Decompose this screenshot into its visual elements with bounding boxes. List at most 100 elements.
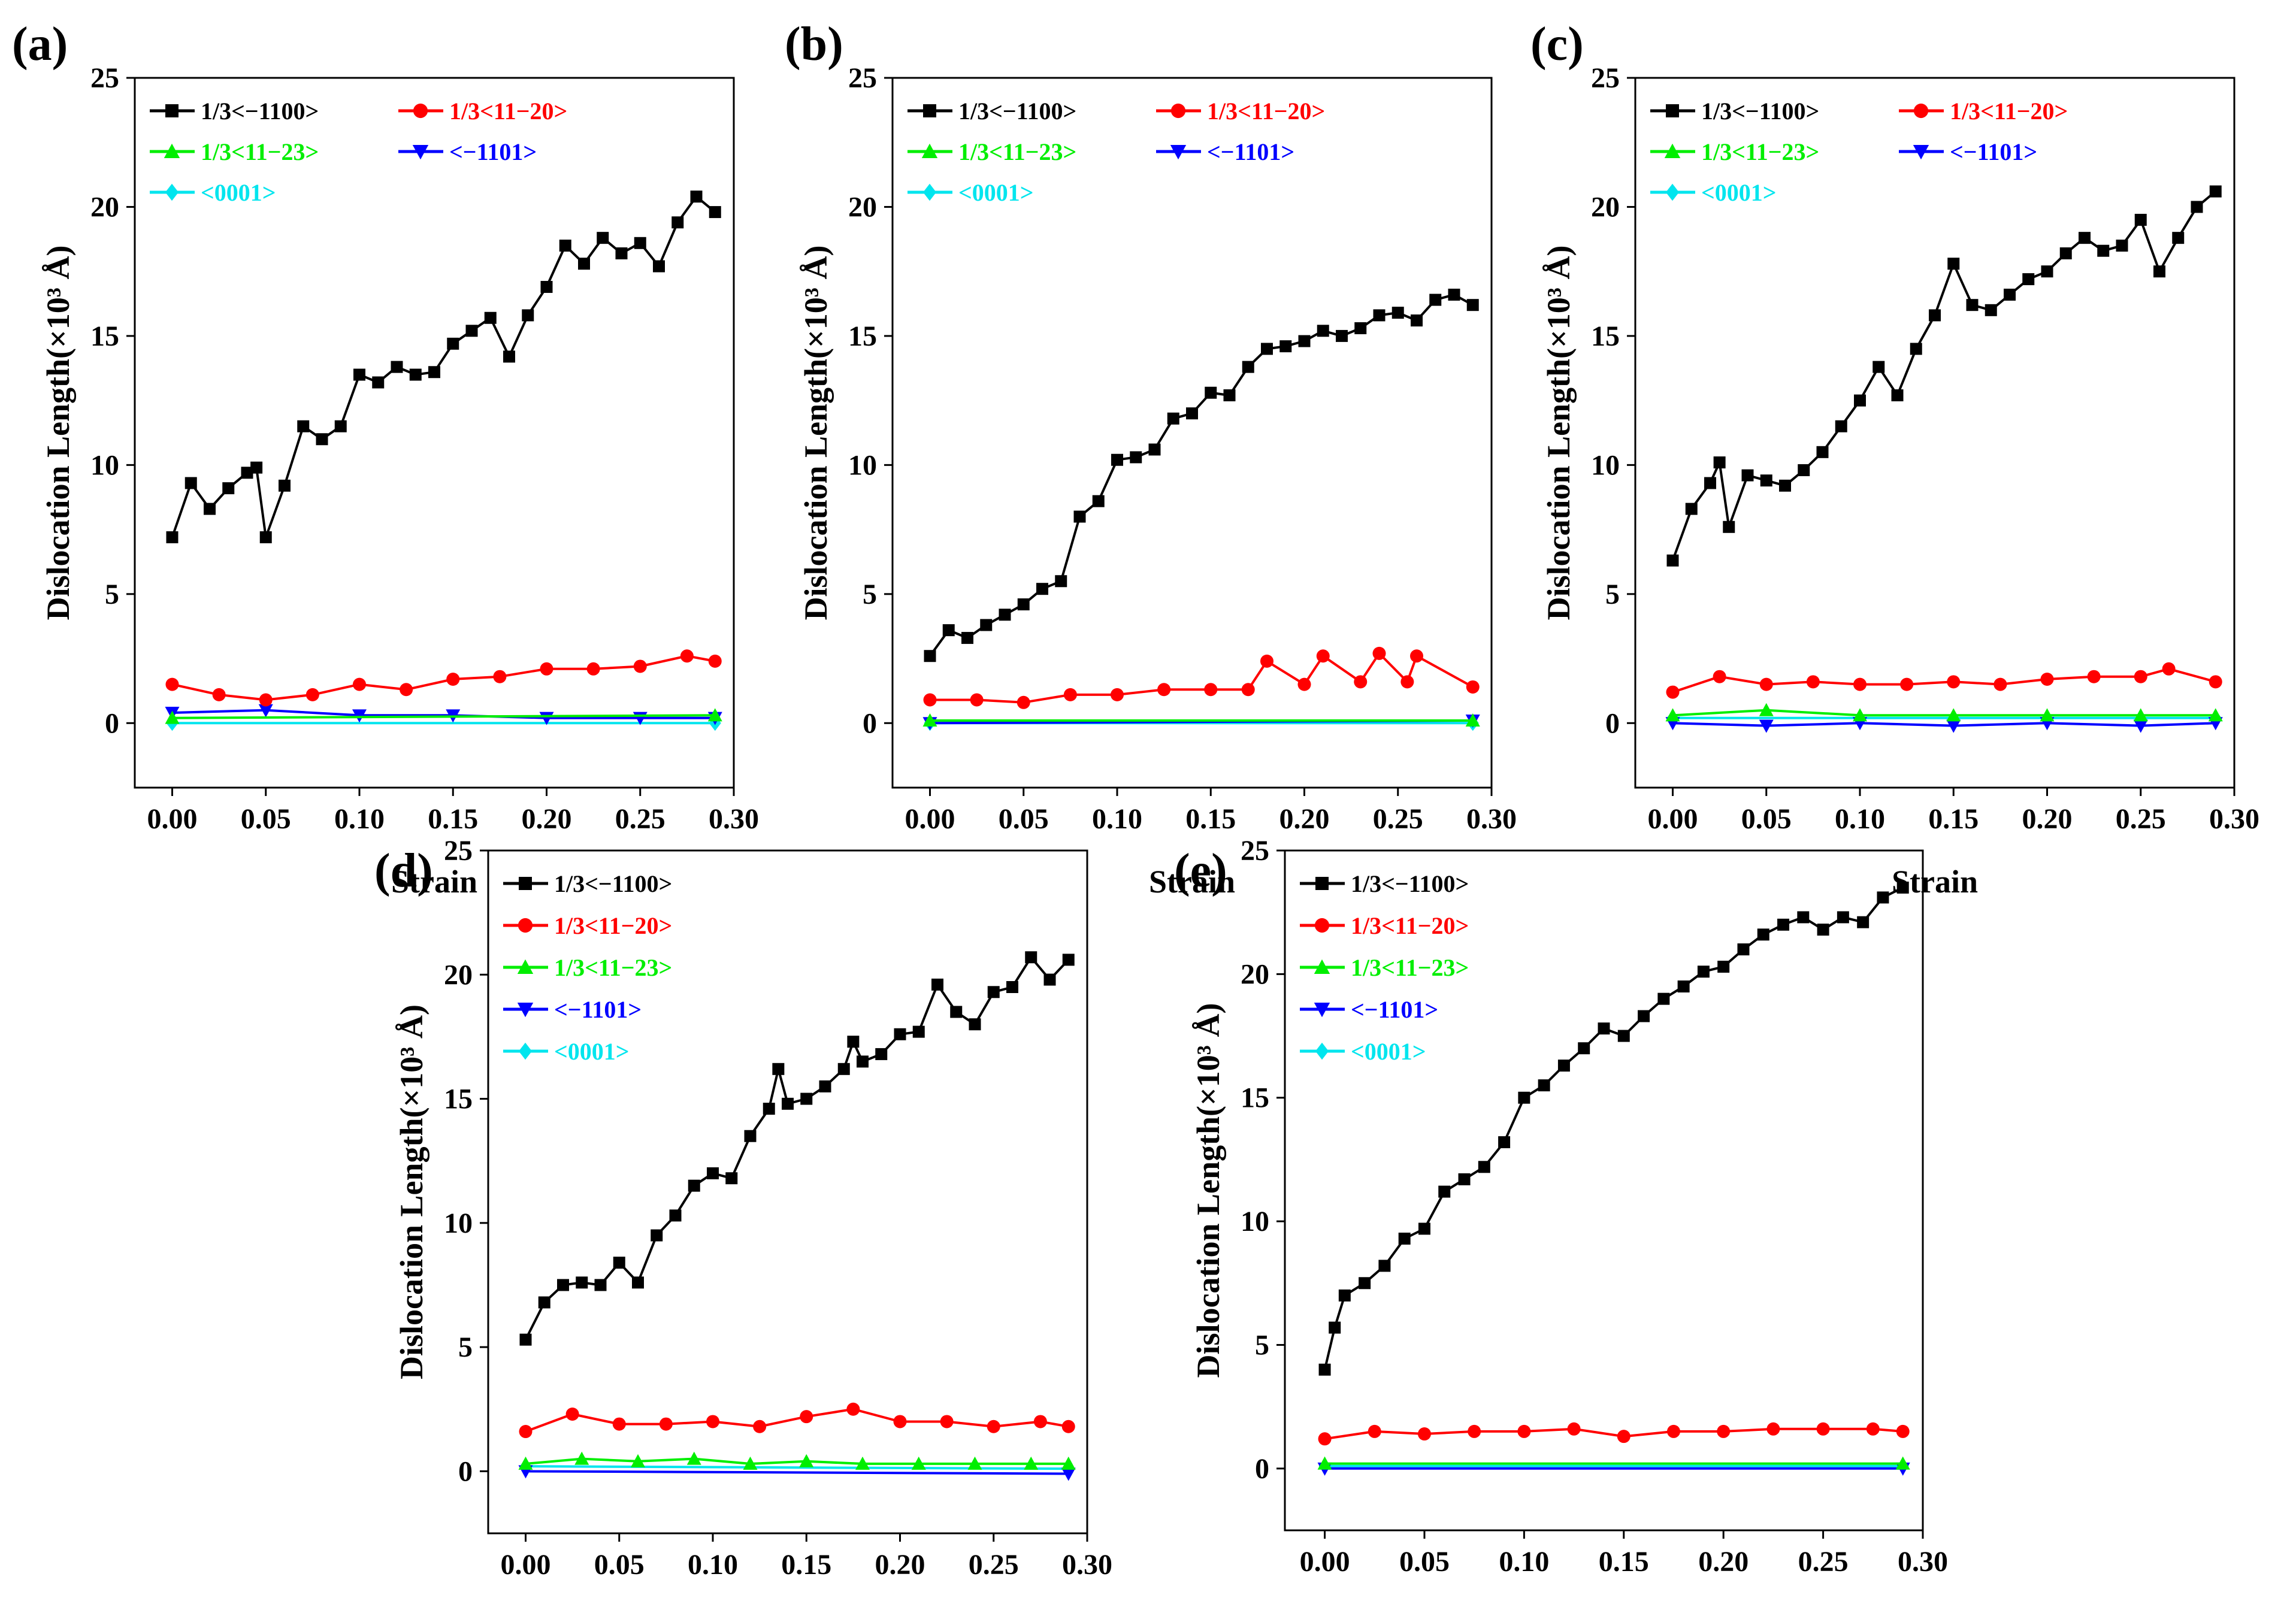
series-line bbox=[172, 655, 716, 701]
data-point bbox=[372, 376, 385, 389]
legend-label: 1/3<−1100> bbox=[1351, 870, 1469, 897]
data-point bbox=[1297, 677, 1311, 691]
x-tick-label: 0.30 bbox=[1062, 1549, 1112, 1581]
data-point bbox=[2041, 265, 2053, 278]
data-point bbox=[1777, 918, 1790, 931]
y-axis-title: Dislocation Length(×10³ Å) bbox=[798, 246, 834, 621]
x-axis-title: Strain bbox=[1149, 864, 1235, 900]
series-line bbox=[1672, 667, 2216, 694]
x-tick-label: 0.15 bbox=[1928, 803, 1979, 835]
legend-label: 1/3<11−23> bbox=[201, 138, 319, 165]
data-point bbox=[1318, 1363, 1331, 1376]
data-point bbox=[222, 482, 235, 495]
y-tick-label: 25 bbox=[848, 62, 877, 94]
data-point bbox=[1336, 329, 1348, 342]
legend-marker bbox=[519, 877, 532, 890]
data-point bbox=[465, 325, 478, 337]
data-point bbox=[1617, 1030, 1630, 1042]
data-point bbox=[1354, 675, 1368, 689]
data-point bbox=[1055, 575, 1067, 588]
data-point bbox=[1061, 1467, 1076, 1481]
data-point bbox=[1017, 695, 1030, 709]
data-point bbox=[1717, 1424, 1731, 1438]
data-point bbox=[540, 281, 553, 293]
x-tick-label: 0.00 bbox=[905, 803, 955, 835]
data-point bbox=[753, 1420, 767, 1433]
data-point bbox=[847, 1036, 860, 1048]
data-point bbox=[706, 1415, 719, 1429]
data-point bbox=[707, 1167, 719, 1179]
data-point bbox=[305, 688, 319, 701]
data-point bbox=[686, 1451, 701, 1465]
x-tick-label: 0.25 bbox=[1798, 1546, 1849, 1578]
legend-label: <−1101> bbox=[1351, 996, 1438, 1023]
x-axis-title: Strain bbox=[391, 864, 477, 900]
legend-marker bbox=[1666, 104, 1679, 117]
data-point bbox=[2004, 288, 2016, 301]
data-point bbox=[1378, 1260, 1391, 1272]
data-point bbox=[493, 670, 507, 683]
y-tick-label: 0 bbox=[458, 1455, 473, 1487]
data-point bbox=[1359, 1277, 1371, 1290]
legend-marker bbox=[921, 143, 938, 158]
plot-frame bbox=[891, 77, 1493, 789]
data-point bbox=[1043, 973, 1056, 986]
data-point bbox=[1697, 966, 1710, 978]
legend-label: <0001> bbox=[1351, 1038, 1426, 1065]
data-point bbox=[1017, 598, 1030, 611]
data-point bbox=[1223, 389, 1236, 402]
data-point bbox=[259, 531, 272, 544]
data-point bbox=[1438, 1185, 1451, 1198]
legend-marker bbox=[1315, 1042, 1329, 1060]
data-point bbox=[1062, 954, 1075, 966]
data-point bbox=[522, 309, 534, 322]
data-point bbox=[1866, 1422, 1880, 1436]
data-point bbox=[1458, 1173, 1471, 1185]
series-line bbox=[928, 293, 1474, 657]
x-tick-label: 0.30 bbox=[1466, 803, 1517, 835]
series-line bbox=[1672, 709, 2216, 717]
data-point bbox=[615, 247, 628, 260]
y-tick-label: 20 bbox=[444, 959, 473, 991]
data-point bbox=[165, 710, 180, 724]
x-tick-label: 0.25 bbox=[969, 1549, 1019, 1581]
data-point bbox=[1817, 924, 1829, 936]
legend-marker bbox=[164, 143, 180, 158]
y-tick-label: 10 bbox=[444, 1207, 473, 1239]
legend-label: 1/3<−1100> bbox=[958, 98, 1076, 125]
series-line bbox=[525, 1457, 1069, 1465]
legend-label: 1/3<−1100> bbox=[201, 98, 319, 125]
data-point bbox=[800, 1092, 813, 1105]
data-point bbox=[258, 704, 273, 718]
data-point bbox=[1666, 554, 1679, 567]
data-point bbox=[612, 1417, 626, 1431]
data-point bbox=[1760, 474, 1772, 487]
data-point bbox=[912, 1025, 925, 1038]
x-tick-label: 0.20 bbox=[2022, 803, 2073, 835]
legend-label: 1/3<11−23> bbox=[554, 954, 672, 981]
data-point bbox=[1466, 680, 1480, 694]
data-point bbox=[911, 1456, 926, 1470]
y-tick-label: 10 bbox=[90, 449, 119, 481]
data-point bbox=[1036, 583, 1048, 595]
data-point bbox=[961, 632, 973, 644]
data-point bbox=[846, 1402, 860, 1416]
legend-marker bbox=[518, 918, 533, 933]
data-point bbox=[559, 240, 571, 252]
data-point bbox=[1279, 340, 1292, 353]
y-tick-label: 0 bbox=[105, 707, 119, 739]
data-point bbox=[1148, 443, 1161, 456]
y-tick-label: 5 bbox=[105, 579, 119, 610]
data-point bbox=[651, 1229, 663, 1242]
x-tick-label: 0.00 bbox=[1648, 803, 1698, 835]
series-line bbox=[1672, 722, 2216, 727]
legend-marker bbox=[517, 1003, 534, 1018]
y-tick-label: 20 bbox=[848, 191, 877, 223]
legend-label: 1/3<−1100> bbox=[554, 870, 672, 897]
x-tick-label: 0.15 bbox=[781, 1549, 831, 1581]
data-point bbox=[1657, 992, 1670, 1005]
data-point bbox=[1798, 464, 1810, 476]
legend: 1/3<−1100> 1/3<11−20> 1/3<11−23> <−1101> <00… bbox=[1300, 870, 1469, 1065]
data-point bbox=[2079, 232, 2091, 244]
